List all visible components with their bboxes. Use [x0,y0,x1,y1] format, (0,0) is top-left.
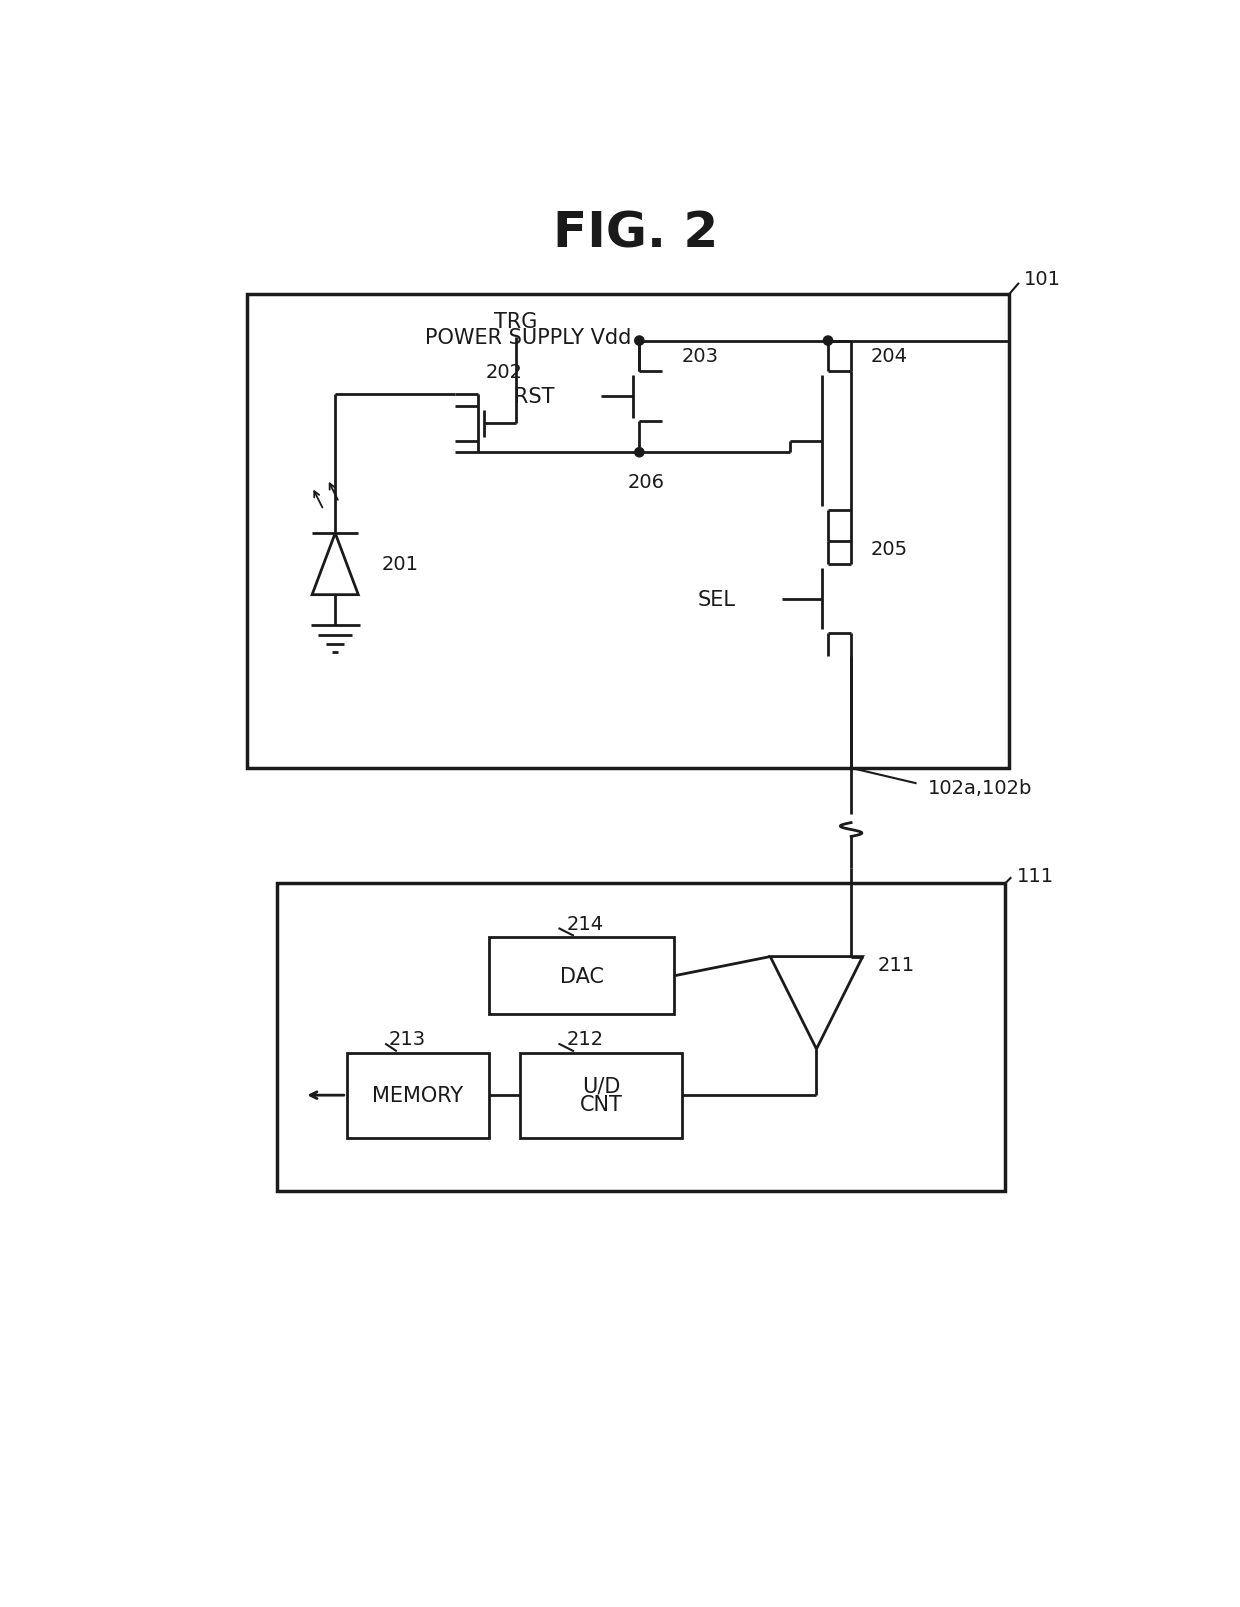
Text: MEMORY: MEMORY [372,1085,464,1106]
Text: FIG. 2: FIG. 2 [553,209,718,257]
Bar [247,296,1009,768]
Bar [490,938,675,1014]
Bar [278,884,1006,1192]
Circle shape [635,337,644,346]
Text: 101: 101 [1024,270,1061,289]
Text: 211: 211 [878,955,915,974]
Text: SEL: SEL [698,590,735,609]
Text: TRG: TRG [495,312,538,333]
Text: 213: 213 [389,1030,427,1049]
Text: 111: 111 [1017,866,1054,885]
Circle shape [635,448,644,458]
Circle shape [823,337,832,346]
Text: DAC: DAC [559,966,604,987]
Text: 204: 204 [870,347,908,366]
Text: 205: 205 [870,540,908,559]
Text: U/D: U/D [582,1077,620,1096]
Text: 203: 203 [682,347,719,366]
Text: 201: 201 [382,554,418,574]
Bar [347,1053,490,1138]
Text: 202: 202 [485,363,522,381]
Bar [520,1053,682,1138]
Text: CNT: CNT [579,1094,622,1115]
Text: 214: 214 [567,914,604,934]
Text: 212: 212 [567,1030,604,1049]
Text: POWER SUPPLY Vdd: POWER SUPPLY Vdd [424,328,631,347]
Text: 206: 206 [627,472,665,492]
Text: 102a,102b: 102a,102b [928,778,1033,797]
Text: RST: RST [515,387,554,407]
